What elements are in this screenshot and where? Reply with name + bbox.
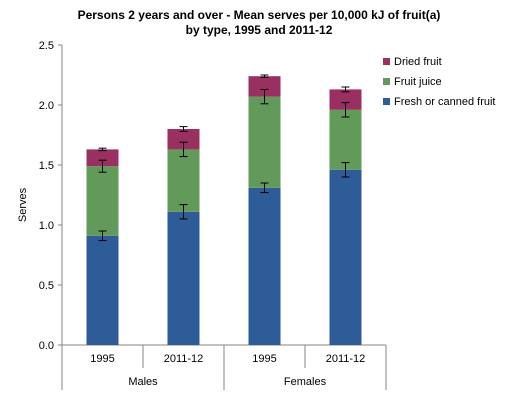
chart-title-line-2: by type, 1995 and 2011-12 (185, 23, 333, 37)
x-group-label: Males (128, 376, 158, 388)
bar-segment (86, 166, 119, 236)
y-tick-label: 2.0 (39, 100, 54, 112)
x-group-label: Females (284, 376, 327, 388)
legend-label: Dried fruit (394, 56, 442, 68)
y-tick-label: 0.5 (39, 280, 54, 292)
legend-label: Fruit juice (394, 76, 442, 88)
x-tick-label: 2011-12 (164, 353, 204, 365)
y-tick-label: 1.5 (39, 160, 54, 172)
bar-segment (248, 187, 281, 345)
bars-layer (86, 76, 362, 345)
bar-segment (167, 149, 200, 212)
legend-label: Fresh or canned fruit (394, 96, 496, 108)
chart-title-line-1: Persons 2 years and over - Mean serves p… (77, 8, 441, 22)
y-tick-label: 1.0 (39, 220, 54, 232)
legend-swatch (383, 58, 390, 65)
bar-segment (329, 109, 362, 170)
bar-segment (329, 89, 362, 110)
legend: Dried fruit Fruit juice Fresh or canned fr… (383, 56, 496, 108)
error-bars-layer (98, 74, 350, 242)
bar-segment (329, 169, 362, 345)
bar-segment (248, 96, 281, 188)
y-axis-label: Serves (17, 187, 29, 222)
y-tick-label: 0.0 (39, 340, 54, 352)
bar-segment (86, 149, 119, 167)
axes-layer: 0.0 0.5 1.0 1.5 2.0 2.5 1995 2011-12 1995 2011-12… (39, 40, 387, 390)
bar-segment (167, 211, 200, 345)
bar-segment (248, 76, 281, 97)
bar-segment (86, 235, 119, 345)
x-tick-label: 2011-12 (326, 353, 366, 365)
legend-swatch (383, 78, 390, 85)
y-tick-label: 2.5 (39, 40, 54, 52)
x-tick-label: 1995 (90, 353, 114, 365)
legend-swatch (383, 98, 390, 105)
chart-title: Persons 2 years and over - Mean serves p… (0, 8, 518, 38)
bar-segment (167, 129, 200, 150)
x-tick-label: 1995 (252, 353, 276, 365)
